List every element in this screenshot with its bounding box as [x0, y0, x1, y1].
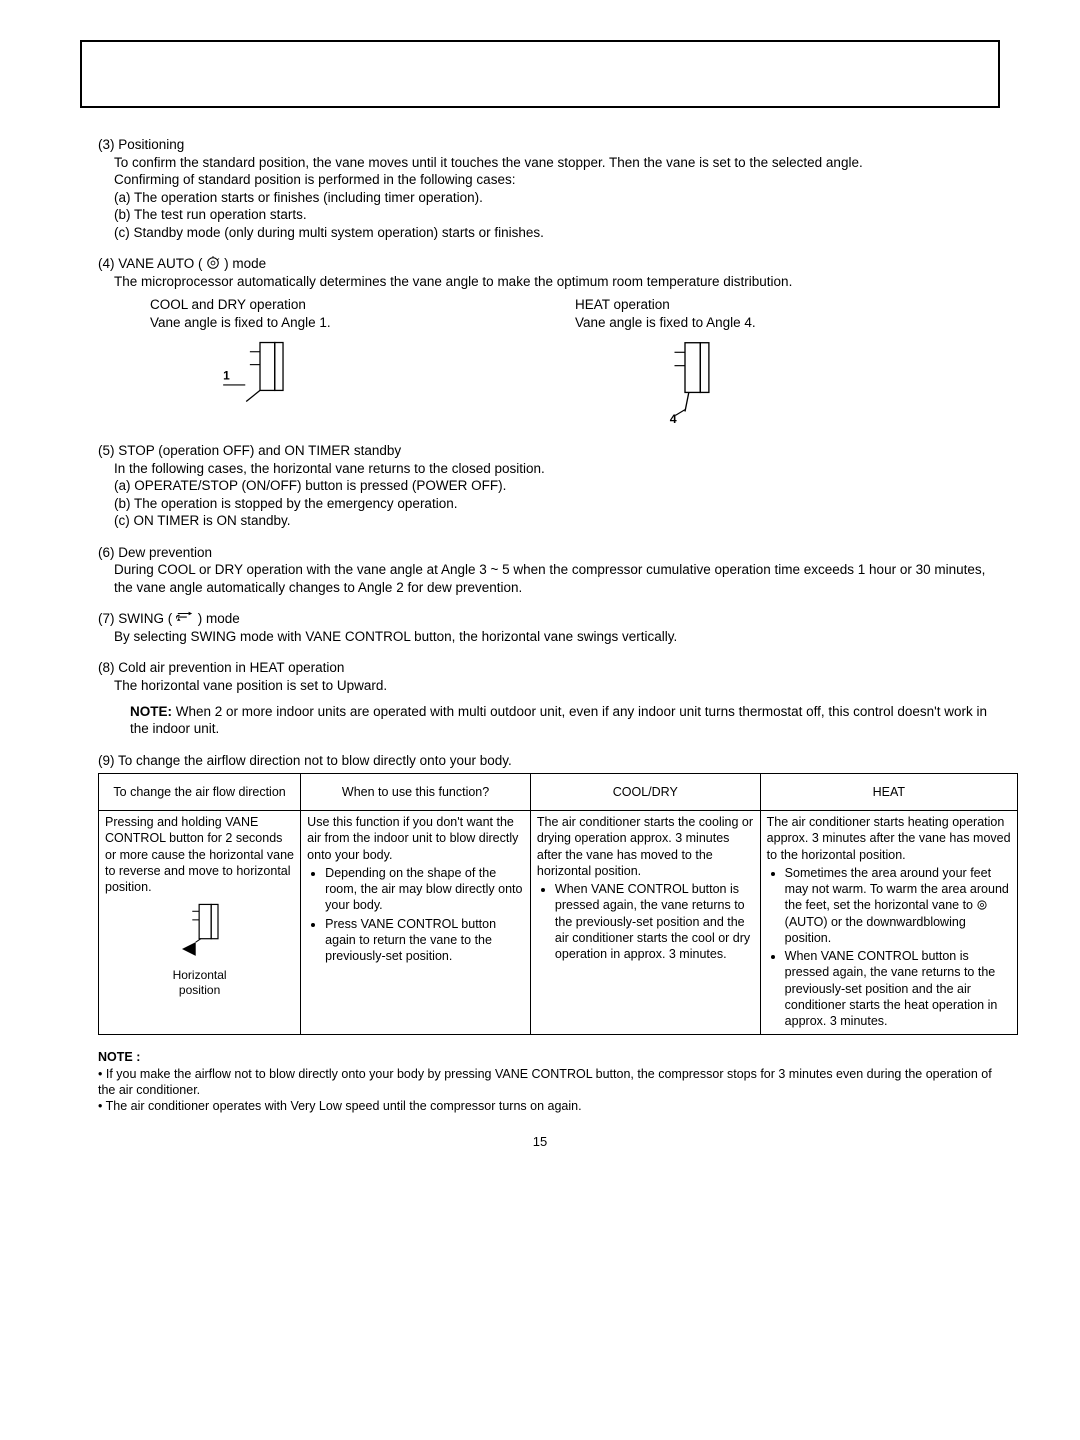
section-dew: (6) Dew prevention During COOL or DRY op… — [80, 544, 1000, 597]
angle-label: 1 — [223, 369, 230, 383]
cell-change-direction: Pressing and holding VANE CONTROL button… — [99, 811, 301, 1035]
sec-title-prefix: VANE AUTO ( — [118, 256, 202, 271]
section-change-airflow: (9) To change the airflow direction not … — [80, 752, 1000, 1036]
cell-heat: The air conditioner starts heating opera… — [760, 811, 1017, 1035]
cell-cool-dry: The air conditioner starts the cooling o… — [530, 811, 760, 1035]
vane-auto-heat-column: HEAT operation Vane angle is fixed to An… — [575, 296, 1000, 428]
angle-label: 4 — [670, 412, 677, 423]
text: In the following cases, the horizontal v… — [114, 460, 1000, 478]
horizontal-position-icon — [105, 901, 294, 965]
list-item: When VANE CONTROL button is pressed agai… — [555, 881, 754, 962]
sec-title-prefix: SWING ( — [118, 611, 172, 626]
text: (a) OPERATE/STOP (ON/OFF) button is pres… — [114, 477, 1000, 495]
text: The microprocessor automatically determi… — [114, 273, 1000, 291]
col-header: HEAT — [760, 774, 1017, 811]
sec-title: To change the airflow direction not to b… — [118, 753, 512, 768]
sec-title-suffix: ) mode — [224, 256, 266, 271]
section-positioning: (3) Positioning To confirm the standard … — [80, 136, 1000, 241]
note-title: NOTE : — [98, 1049, 1000, 1065]
caption-line: position — [105, 983, 294, 999]
list-item: Depending on the shape of the room, the … — [325, 865, 524, 914]
col-header: COOL/DRY — [530, 774, 760, 811]
sec-title-suffix: ) mode — [198, 611, 240, 626]
col-header: When to use this function? — [301, 774, 531, 811]
text: The air conditioner starts heating opera… — [767, 814, 1011, 863]
sec-num: (6) — [98, 545, 115, 560]
sec-num: (5) — [98, 443, 115, 458]
unit-angle4-icon: 4 — [645, 337, 1000, 428]
note-label: NOTE: — [130, 704, 172, 719]
text: The air conditioner operates with Very L… — [106, 1099, 582, 1113]
text: (c) ON TIMER is ON standby. — [114, 512, 1000, 530]
cell-when-to-use: Use this function if you don't want the … — [301, 811, 531, 1035]
vane-auto-cool-column: COOL and DRY operation Vane angle is fix… — [150, 296, 575, 428]
list-item: When VANE CONTROL button is pressed agai… — [785, 948, 1011, 1029]
text: COOL and DRY operation — [150, 296, 575, 314]
sec-title: Positioning — [118, 137, 184, 152]
bottom-note: NOTE : • If you make the airflow not to … — [98, 1049, 1000, 1114]
caption: Horizontal position — [105, 968, 294, 999]
section-cold-air: (8) Cold air prevention in HEAT operatio… — [80, 659, 1000, 737]
sec-title: Cold air prevention in HEAT operation — [118, 660, 344, 675]
text: To confirm the standard position, the va… — [114, 154, 1000, 172]
sec-num: (9) — [98, 753, 115, 768]
caption-line: Horizontal — [105, 968, 294, 984]
note-item: • If you make the airflow not to blow di… — [98, 1066, 1000, 1099]
auto-icon — [206, 256, 224, 271]
text: During COOL or DRY operation with the va… — [114, 561, 1000, 596]
sec-title: STOP (operation OFF) and ON TIMER standb… — [118, 443, 401, 458]
swing-icon — [176, 611, 198, 626]
section-swing: (7) SWING ( ) mode By selecting SWING mo… — [80, 610, 1000, 645]
header-empty-box — [80, 40, 1000, 108]
table-header-row: To change the air flow direction When to… — [99, 774, 1018, 811]
text: (a) The operation starts or finishes (in… — [114, 189, 1000, 207]
text: The horizontal vane position is set to U… — [114, 677, 1000, 695]
sec-num: (3) — [98, 137, 115, 152]
text: Vane angle is fixed to Angle 1. — [150, 314, 575, 332]
text: HEAT operation — [575, 296, 1000, 314]
text: (c) Standby mode (only during multi syst… — [114, 224, 1000, 242]
airflow-table: To change the air flow direction When to… — [98, 773, 1018, 1035]
text: If you make the airflow not to blow dire… — [98, 1067, 992, 1097]
note-item: • The air conditioner operates with Very… — [98, 1098, 1000, 1114]
text: By selecting SWING mode with VANE CONTRO… — [114, 628, 1000, 646]
unit-angle1-icon: 1 — [220, 337, 575, 412]
sec-num: (7) — [98, 611, 115, 626]
section-vane-auto: (4) VANE AUTO ( ) mode The microprocesso… — [80, 255, 1000, 428]
text: Pressing and holding VANE CONTROL button… — [105, 814, 294, 895]
text: The air conditioner starts the cooling o… — [537, 814, 754, 879]
page-number: 15 — [80, 1134, 1000, 1151]
table-row: Pressing and holding VANE CONTROL button… — [99, 811, 1018, 1035]
sec-title: Dew prevention — [118, 545, 212, 560]
text: (AUTO) or the downwardblowing position. — [785, 915, 966, 945]
list-item: Press VANE CONTROL button again to retur… — [325, 916, 524, 965]
section-stop-timer: (5) STOP (operation OFF) and ON TIMER st… — [80, 442, 1000, 530]
text: (b) The test run operation starts. — [114, 206, 1000, 224]
sec-num: (8) — [98, 660, 115, 675]
note-text: When 2 or more indoor units are operated… — [130, 704, 987, 737]
list-item: Sometimes the area around your feet may … — [785, 865, 1011, 946]
text: Use this function if you don't want the … — [307, 814, 524, 863]
note: NOTE: When 2 or more indoor units are op… — [130, 703, 1000, 738]
sec-num: (4) — [98, 256, 115, 271]
text: Confirming of standard position is perfo… — [114, 171, 1000, 189]
text: (b) The operation is stopped by the emer… — [114, 495, 1000, 513]
auto-icon — [976, 898, 988, 912]
col-header: To change the air flow direction — [99, 774, 301, 811]
text: Vane angle is fixed to Angle 4. — [575, 314, 1000, 332]
